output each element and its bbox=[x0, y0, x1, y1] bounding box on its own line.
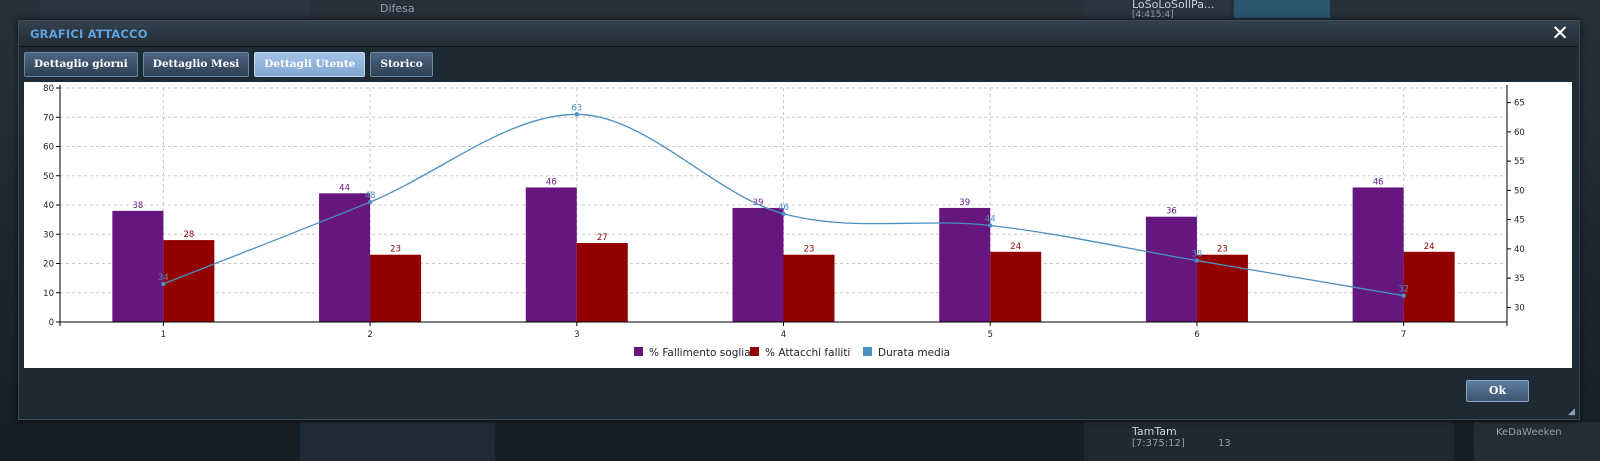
right-axis-tick-label: 35 bbox=[1514, 274, 1525, 284]
line-point-label: 32 bbox=[1398, 285, 1409, 295]
bar bbox=[1352, 187, 1404, 322]
bar-value-label: 27 bbox=[597, 233, 608, 243]
line-point bbox=[988, 223, 993, 228]
background-panel-bottom-right bbox=[1084, 422, 1454, 461]
right-axis-tick-label: 55 bbox=[1514, 157, 1525, 167]
background-tab-label: Difesa bbox=[380, 2, 415, 15]
bar-value-label: 46 bbox=[1373, 177, 1384, 187]
bar bbox=[990, 251, 1042, 322]
bar-value-label: 46 bbox=[546, 177, 557, 187]
bar bbox=[370, 254, 422, 322]
left-axis-tick-label: 70 bbox=[43, 113, 54, 123]
line-point-label: 34 bbox=[158, 273, 169, 283]
resize-handle-icon[interactable]: ◢ bbox=[1568, 407, 1575, 417]
line-point bbox=[781, 211, 786, 216]
bar-value-label: 39 bbox=[959, 198, 970, 208]
right-axis-tick-label: 60 bbox=[1514, 128, 1525, 138]
background-username: LoSoLoSoIlPa... bbox=[1132, 0, 1215, 11]
line-point-label: 44 bbox=[985, 214, 996, 224]
bar bbox=[783, 254, 835, 322]
bar bbox=[576, 243, 628, 322]
background-coords: [4:415:4] bbox=[1132, 10, 1174, 20]
line-point bbox=[574, 112, 579, 117]
right-axis-tick-label: 40 bbox=[1514, 245, 1525, 255]
dialog-titlebar: GRAFICI ATTACCO ✕ bbox=[19, 21, 1579, 47]
left-axis-tick-label: 20 bbox=[43, 260, 54, 270]
bar-value-label: 38 bbox=[132, 201, 143, 211]
left-axis-tick-label: 0 bbox=[49, 318, 54, 328]
background-bottom-user: TamTam bbox=[1132, 425, 1177, 438]
legend-label: Durata media bbox=[878, 347, 950, 359]
tab-dettaglio-giorni[interactable]: Dettaglio giorni bbox=[24, 52, 138, 77]
bar bbox=[319, 193, 371, 322]
tab-dettaglio-mesi[interactable]: Dettaglio Mesi bbox=[142, 52, 250, 77]
right-axis-tick-label: 30 bbox=[1514, 303, 1525, 313]
bar-value-label: 23 bbox=[804, 245, 815, 255]
left-axis-tick-label: 80 bbox=[43, 84, 54, 94]
line-point-label: 38 bbox=[1192, 250, 1203, 260]
chart-panel: 0 10 20 30 40 50 60 70 80 30 35 40 45 50 55 60 65 1 2 3 4 5 6 7… bbox=[24, 82, 1572, 368]
bar bbox=[1403, 251, 1455, 322]
background-image-top-right bbox=[1234, 0, 1330, 18]
background-far-right-label: KeDaWeeken bbox=[1496, 427, 1562, 438]
chart-tabs: Dettaglio giorni Dettaglio Mesi Dettagli… bbox=[24, 52, 433, 78]
right-axis-tick-label: 45 bbox=[1514, 216, 1525, 226]
bar-value-label: 23 bbox=[390, 245, 401, 255]
background-panel-far-right bbox=[1474, 422, 1600, 461]
bar-value-label: 39 bbox=[753, 198, 764, 208]
line-point bbox=[367, 199, 373, 205]
legend-swatch bbox=[863, 347, 872, 356]
background-panel-top-right bbox=[1084, 0, 1230, 18]
line-point-label: 46 bbox=[778, 203, 789, 213]
x-axis-tick-label: 4 bbox=[781, 330, 786, 340]
background-panel-top-left bbox=[40, 0, 310, 18]
bar-value-label: 23 bbox=[1217, 245, 1228, 255]
line-point bbox=[161, 281, 166, 287]
background-bottom-coords: [7:375:12] bbox=[1132, 438, 1185, 449]
left-axis-tick-label: 50 bbox=[43, 172, 54, 182]
legend-swatch bbox=[750, 347, 759, 356]
background-panel-bottom bbox=[300, 422, 495, 461]
line-point bbox=[1401, 293, 1406, 298]
bar-value-label: 28 bbox=[183, 230, 194, 240]
line-point-label: 63 bbox=[571, 103, 582, 113]
left-axis-tick-label: 60 bbox=[43, 143, 54, 153]
attack-charts-dialog: GRAFICI ATTACCO ✕ Dettaglio giorni Detta… bbox=[18, 20, 1580, 420]
left-axis-tick-label: 40 bbox=[43, 201, 54, 211]
bar-value-label: 24 bbox=[1010, 242, 1021, 252]
tab-dettagli-utente[interactable]: Dettagli Utente bbox=[254, 52, 366, 77]
legend-label: % Fallimento soglia bbox=[649, 347, 751, 359]
right-axis-tick-label: 50 bbox=[1514, 186, 1525, 196]
x-axis-tick-label: 3 bbox=[574, 330, 579, 340]
ok-button[interactable]: Ok bbox=[1466, 380, 1529, 402]
line-point bbox=[1194, 258, 1200, 263]
bar-value-label: 24 bbox=[1424, 242, 1435, 252]
background-bottom-count: 13 bbox=[1218, 438, 1231, 449]
line-point-label: 48 bbox=[365, 191, 376, 201]
bar bbox=[732, 207, 784, 322]
right-axis-tick-label: 65 bbox=[1514, 99, 1525, 109]
x-axis-tick-label: 1 bbox=[161, 330, 166, 340]
x-axis-tick-label: 6 bbox=[1194, 330, 1199, 340]
tab-storico[interactable]: Storico bbox=[370, 52, 433, 77]
left-axis-tick-label: 10 bbox=[43, 289, 54, 299]
x-axis-tick-label: 2 bbox=[367, 330, 372, 340]
x-axis-tick-label: 5 bbox=[988, 330, 993, 340]
x-axis-tick-label: 7 bbox=[1401, 330, 1406, 340]
bar bbox=[1196, 254, 1248, 322]
left-axis-tick-label: 30 bbox=[43, 230, 54, 240]
dialog-title: GRAFICI ATTACCO bbox=[30, 27, 148, 41]
legend-label: % Attacchi falliti bbox=[765, 347, 850, 359]
bar-value-label: 36 bbox=[1166, 207, 1177, 217]
bar-value-label: 44 bbox=[339, 183, 350, 193]
bar bbox=[525, 187, 577, 322]
bar bbox=[112, 210, 164, 322]
close-icon[interactable]: ✕ bbox=[1551, 21, 1569, 45]
bar bbox=[939, 207, 991, 322]
legend-swatch bbox=[634, 347, 643, 356]
bar bbox=[1145, 216, 1197, 322]
